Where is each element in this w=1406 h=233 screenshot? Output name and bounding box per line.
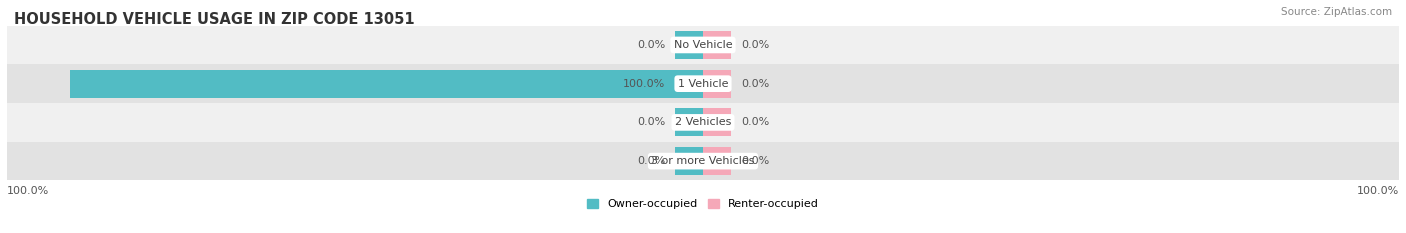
Text: 0.0%: 0.0%	[741, 40, 769, 50]
Text: 0.0%: 0.0%	[741, 79, 769, 89]
Text: 2 Vehicles: 2 Vehicles	[675, 117, 731, 127]
Legend: Owner-occupied, Renter-occupied: Owner-occupied, Renter-occupied	[586, 199, 820, 209]
Text: 100.0%: 100.0%	[623, 79, 665, 89]
Bar	[703, 70, 731, 98]
Bar	[675, 147, 703, 175]
Text: 100.0%: 100.0%	[1357, 186, 1399, 196]
Bar	[703, 108, 731, 136]
Bar	[7, 103, 1399, 142]
Bar	[675, 31, 703, 59]
Text: Source: ZipAtlas.com: Source: ZipAtlas.com	[1281, 7, 1392, 17]
Bar	[703, 147, 731, 175]
Text: 3 or more Vehicles: 3 or more Vehicles	[651, 156, 755, 166]
Text: 0.0%: 0.0%	[637, 156, 665, 166]
Text: 0.0%: 0.0%	[741, 156, 769, 166]
Bar	[7, 64, 1399, 103]
Text: 100.0%: 100.0%	[7, 186, 49, 196]
Bar	[7, 142, 1399, 181]
Bar	[675, 108, 703, 136]
Bar	[70, 70, 703, 98]
Text: 1 Vehicle: 1 Vehicle	[678, 79, 728, 89]
Text: 0.0%: 0.0%	[637, 117, 665, 127]
Bar	[7, 26, 1399, 64]
Text: 0.0%: 0.0%	[741, 117, 769, 127]
Text: HOUSEHOLD VEHICLE USAGE IN ZIP CODE 13051: HOUSEHOLD VEHICLE USAGE IN ZIP CODE 1305…	[14, 12, 415, 27]
Text: No Vehicle: No Vehicle	[673, 40, 733, 50]
Bar	[703, 31, 731, 59]
Text: 0.0%: 0.0%	[637, 40, 665, 50]
